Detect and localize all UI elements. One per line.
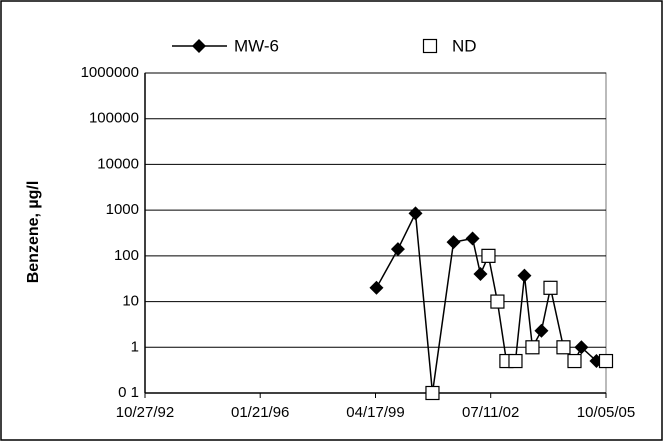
data-point: [543, 280, 558, 295]
data-point: [446, 235, 461, 250]
legend-label: MW-6: [234, 36, 279, 55]
y-axis-label: Benzene, µg/l: [25, 181, 42, 284]
data-point: [473, 267, 488, 282]
data-point: [425, 385, 440, 401]
data-point: [481, 248, 496, 263]
y-tick-label: 1000000: [81, 64, 139, 81]
data-point: [490, 294, 505, 309]
legend-label: ND: [452, 36, 477, 55]
y-tick-label: 100: [114, 247, 139, 264]
data-point: [408, 206, 423, 221]
data-point: [556, 340, 571, 355]
y-tick-label: 1000: [106, 201, 139, 218]
data-point: [369, 280, 384, 295]
y-tick-label: 10: [122, 293, 139, 310]
y-tick-label: 10000: [97, 155, 139, 172]
legend-marker: [192, 39, 206, 53]
x-tick-label: 01/21/96: [231, 404, 289, 421]
data-point: [508, 353, 523, 369]
legend-marker: [422, 38, 438, 54]
x-tick-label: 04/17/99: [346, 404, 404, 421]
x-tick-label: 10/27/92: [116, 404, 174, 421]
x-tick-label: 07/11/02: [462, 404, 519, 421]
y-tick-label: 0 1: [118, 384, 139, 401]
data-point: [574, 340, 589, 355]
data-point: [598, 353, 614, 369]
y-tick-label: 100000: [89, 110, 139, 127]
y-tick-label: 1: [131, 338, 139, 355]
data-point: [390, 242, 405, 257]
data-point: [465, 231, 480, 246]
x-tick-label: 10/05/05: [577, 404, 635, 421]
data-point: [525, 340, 540, 355]
data-point: [567, 353, 582, 369]
data-point: [534, 323, 549, 338]
data-point: [517, 268, 532, 283]
